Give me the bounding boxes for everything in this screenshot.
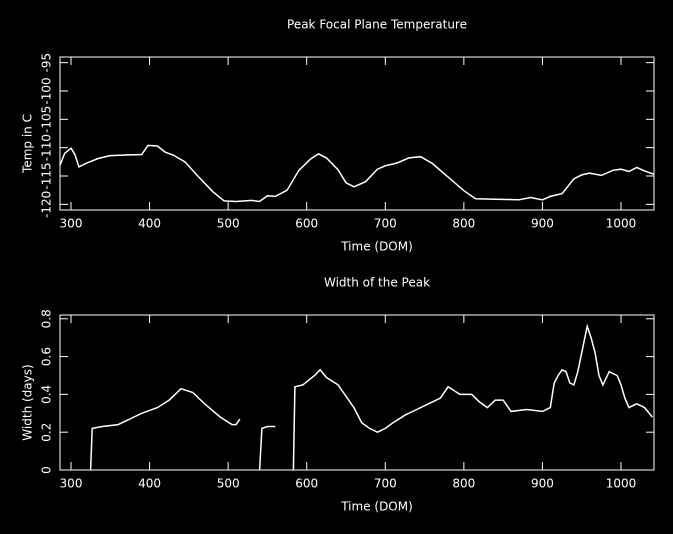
x-tick-label: 1000 (606, 217, 637, 231)
y-tick-label: 0.6 (40, 347, 54, 366)
plot-frame (59, 314, 655, 471)
x-tick-label: 900 (531, 477, 554, 491)
y-tick-label: -115 (40, 162, 54, 189)
x-axis-label: Time (DOM) (340, 240, 413, 254)
plot-frame (59, 56, 655, 211)
x-tick-label: 700 (374, 217, 397, 231)
x-tick-label: 800 (452, 217, 475, 231)
y-tick-label: -100 (40, 77, 54, 104)
chart-title: Peak Focal Plane Temperature (287, 18, 467, 32)
y-tick-label: -95 (40, 53, 54, 73)
y-axis-label: Temp in C (21, 114, 35, 174)
y-tick-label: 0 (40, 466, 54, 474)
y-tick-label: 0.4 (40, 385, 54, 404)
x-tick-label: 700 (374, 477, 397, 491)
y-tick-label: -105 (40, 106, 54, 133)
x-tick-label: 600 (295, 217, 318, 231)
x-tick-label: 400 (138, 217, 161, 231)
y-tick-label: -110 (40, 134, 54, 161)
y-tick-label: 0.8 (40, 309, 54, 328)
x-tick-label: 500 (217, 217, 240, 231)
x-tick-label: 600 (295, 477, 318, 491)
x-tick-label: 300 (60, 477, 83, 491)
y-axis-label: Width (days) (21, 364, 35, 440)
x-tick-label: 900 (531, 217, 554, 231)
x-tick-label: 300 (60, 217, 83, 231)
data-line (59, 144, 655, 203)
y-tick-label: 0.2 (40, 423, 54, 442)
chart-title: Width of the Peak (324, 276, 430, 290)
x-tick-label: 1000 (606, 477, 637, 491)
x-tick-label: 800 (452, 477, 475, 491)
x-tick-label: 500 (217, 477, 240, 491)
data-line (89, 323, 653, 471)
y-tick-label: -120 (40, 191, 54, 218)
x-tick-label: 400 (138, 477, 161, 491)
x-axis-label: Time (DOM) (340, 500, 413, 514)
